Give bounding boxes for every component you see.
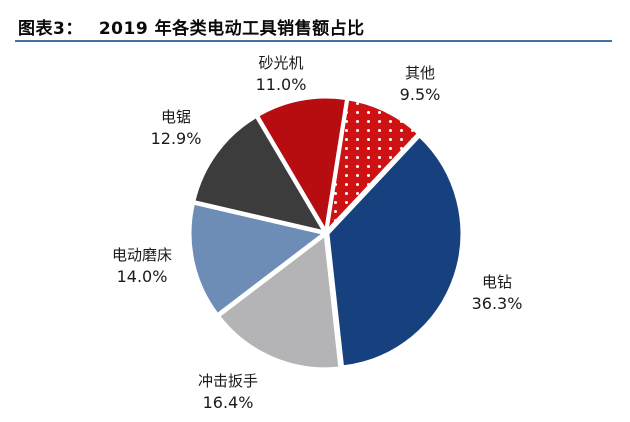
figure-title-text: 2019 年各类电动工具销售额占比 [98, 19, 365, 39]
slice-label-电钻: 电钻 36.3% [472, 272, 523, 314]
slice-label-percent: 14.0% [116, 267, 168, 286]
slice-label-其他: 其他 9.5% [400, 63, 441, 105]
slice-label-percent: 36.3% [471, 294, 523, 313]
pie-slice-电锯 [192, 114, 328, 235]
slice-label-name: 砂光机 [258, 54, 304, 72]
slice-label-percent: 16.4% [202, 393, 254, 412]
pie-slice-冲击扳手 [216, 232, 342, 371]
slice-label-percent: 9.5% [399, 85, 441, 104]
slice-label-冲击扳手: 冲击扳手 16.4% [198, 371, 258, 413]
slice-label-name: 电动磨床 [111, 246, 173, 264]
title-underline [15, 40, 612, 42]
slice-label-name: 其他 [404, 64, 435, 82]
pie-slice-电钻 [326, 133, 464, 369]
slice-label-name: 电钻 [481, 273, 513, 291]
slice-label-电动磨床: 电动磨床 14.0% [112, 245, 172, 287]
slice-label-name: 电锯 [160, 108, 192, 126]
slice-label-砂光机: 砂光机 11.0% [256, 53, 307, 95]
figure-label: 图表3： [18, 19, 83, 39]
slice-label-percent: 12.9% [150, 129, 202, 148]
pie-slice-砂光机 [255, 95, 349, 236]
slice-label-name: 冲击扳手 [197, 372, 259, 390]
slice-label-电锯: 电锯 12.9% [151, 107, 202, 149]
figure-title: 图表3： 2019 年各类电动工具销售额占比 [18, 14, 365, 39]
pie-slice-电动磨床 [188, 201, 328, 317]
pie-slice-其他 [324, 97, 421, 236]
slice-label-percent: 11.0% [255, 75, 307, 94]
